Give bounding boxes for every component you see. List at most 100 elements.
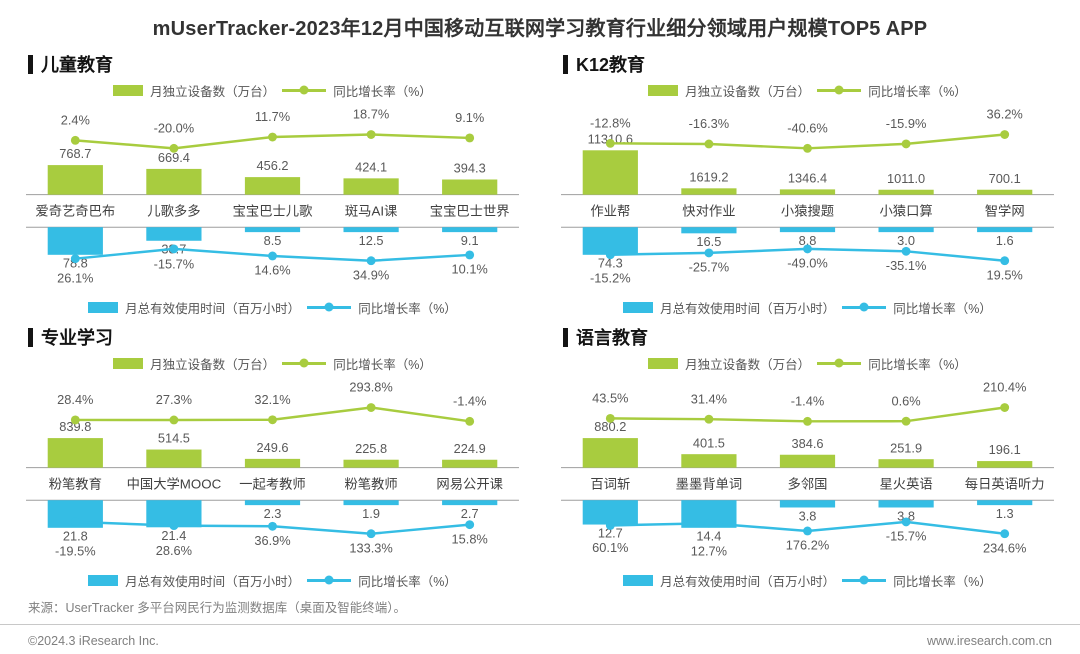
- growth-line-point: [704, 519, 714, 528]
- growth-line-point: [366, 529, 376, 539]
- usage-bar: [779, 227, 836, 233]
- device-value-label: 669.4: [158, 150, 190, 165]
- device-growth-label: -12.8%: [590, 116, 631, 131]
- usage-value-label: 1.3: [996, 506, 1014, 521]
- legend-growth-label: 同比增长率（%）: [333, 84, 432, 99]
- usage-growth-label: -15.2%: [590, 270, 631, 285]
- line-swatch-icon: [817, 361, 862, 365]
- growth-line-point: [366, 256, 376, 266]
- legend-devices-label: 月独立设备数（万台）: [685, 84, 811, 99]
- usage-bar: [244, 227, 301, 233]
- legend-usage-label: 月总有效使用时间（百万小时）: [125, 301, 301, 316]
- chart-children-education: 768.7 2.4% 爱奇艺奇巴布 78.826.1% 669.4 -20.0% 儿歌多多 3…: [26, 107, 519, 285]
- device-bar: [442, 459, 498, 468]
- app-name-label: 网易公开课: [436, 477, 502, 492]
- app-name-label: 一起考教师: [239, 477, 305, 492]
- legend-bottom: 月总有效使用时间（百万小时） 同比增长率（%）: [26, 298, 519, 316]
- usage-growth-label: 133.3%: [349, 541, 392, 556]
- app-name-label: 多邻国: [788, 476, 828, 492]
- usage-bar: [343, 500, 399, 506]
- device-growth-label: -1.4%: [791, 394, 824, 409]
- usage-growth-label: 26.1%: [57, 270, 93, 285]
- line-swatch-icon: [817, 88, 862, 92]
- app-name-label: 快对作业: [682, 203, 735, 218]
- usage-growth-label: 15.8%: [452, 532, 488, 547]
- growth-line-point: [704, 248, 714, 258]
- growth-line-point: [1000, 130, 1010, 139]
- legend-usage-label: 月总有效使用时间（百万小时）: [125, 574, 301, 589]
- bar-swatch-icon: [88, 574, 119, 586]
- usage-growth-label: 234.6%: [983, 541, 1026, 556]
- legend-top: 月独立设备数（万台） 同比增长率（%）: [561, 81, 1054, 99]
- device-value-label: 1346.4: [788, 170, 827, 185]
- bar-swatch-icon: [113, 84, 144, 96]
- usage-value-label: 1.6: [996, 233, 1014, 248]
- device-value-label: 456.2: [256, 158, 288, 173]
- device-growth-label: 210.4%: [983, 380, 1026, 395]
- device-bar: [582, 438, 638, 468]
- device-value-label: 839.8: [59, 419, 91, 434]
- device-bar: [681, 454, 737, 468]
- bar-swatch-icon: [648, 357, 679, 369]
- growth-line-point: [1000, 256, 1010, 266]
- usage-growth-label: -25.7%: [689, 260, 730, 275]
- chart-grid: 儿童教育 月独立设备数（万台） 同比增长率（%） 768.7 2.4% 爱奇艺奇巴布…: [26, 49, 1054, 591]
- website-link[interactable]: www.iresearch.com.cn: [926, 634, 1052, 649]
- device-value-label: 880.2: [594, 419, 626, 434]
- growth-line-point: [465, 417, 475, 426]
- legend-growth-label: 同比增长率（%）: [358, 574, 457, 589]
- device-bar: [244, 459, 301, 468]
- usage-bar: [442, 500, 498, 506]
- legend-devices-label: 月独立设备数（万台）: [685, 357, 811, 372]
- usage-bar: [244, 500, 301, 506]
- section-professional-learning: 专业学习 月独立设备数（万台） 同比增长率（%） 839.8 28.4% 粉笔教育 2…: [26, 322, 519, 591]
- legend-devices-label: 月独立设备数（万台）: [150, 357, 276, 372]
- line-swatch-icon: [307, 578, 352, 582]
- growth-line-point: [465, 133, 475, 143]
- bar-swatch-icon: [113, 357, 144, 369]
- growth-line-point: [268, 132, 277, 142]
- usage-growth-label: 19.5%: [987, 267, 1023, 282]
- line-swatch-icon: [307, 305, 352, 309]
- growth-line-point: [169, 415, 179, 425]
- section-children-education: 儿童教育 月独立设备数（万台） 同比增长率（%） 768.7 2.4% 爱奇艺奇巴布…: [26, 49, 519, 318]
- usage-value-label: 2.3: [264, 506, 282, 521]
- app-name-label: 爱奇艺奇巴布: [35, 202, 115, 218]
- device-bar: [582, 150, 638, 195]
- dashboard-page: mUserTracker-2023年12月中国移动互联网学习教育行业细分领域用户…: [0, 0, 1080, 591]
- device-value-label: 224.9: [454, 441, 486, 456]
- legend-growth-label: 同比增长率（%）: [893, 574, 992, 589]
- usage-value-label: 8.5: [264, 233, 282, 248]
- device-bar: [146, 449, 202, 468]
- usage-growth-label: 176.2%: [786, 538, 829, 553]
- legend-usage-label: 月总有效使用时间（百万小时）: [660, 574, 836, 589]
- usage-value-label: 78.8: [63, 256, 88, 271]
- growth-line-point: [704, 414, 714, 424]
- usage-bar: [582, 227, 638, 255]
- usage-value-label: 3.8: [799, 509, 817, 524]
- usage-growth-label: 36.9%: [254, 533, 290, 548]
- growth-line-point: [366, 403, 376, 413]
- device-value-label: 196.1: [989, 442, 1021, 457]
- device-value-label: 401.5: [693, 435, 725, 450]
- chart-k12-education: 11310.6-12.8%作业帮74.3-15.2%1619.2-16.3%快对…: [561, 107, 1054, 285]
- legend-bottom: 月总有效使用时间（百万小时） 同比增长率（%）: [561, 571, 1054, 589]
- page-title: mUserTracker-2023年12月中国移动互联网学习教育行业细分领域用户…: [152, 18, 928, 40]
- app-name-label: 斑马AI课: [345, 203, 397, 218]
- growth-line-point: [70, 415, 80, 425]
- device-growth-label: -16.3%: [689, 116, 730, 131]
- section-k12-education: K12教育 月独立设备数（万台） 同比增长率（%） 11310.6-12.8%作…: [561, 49, 1054, 318]
- device-value-label: 249.6: [256, 440, 288, 455]
- device-growth-label: 31.4%: [691, 392, 727, 407]
- device-value-label: 251.9: [890, 441, 922, 456]
- app-name-label: 粉笔教师: [345, 477, 398, 492]
- chart-professional-learning: 839.8 28.4% 粉笔教育 21.8-19.5% 514.5 27.3% 中国大学MO…: [26, 380, 519, 559]
- usage-value-label: 9.1: [461, 233, 479, 248]
- usage-value-label: 8.8: [799, 233, 817, 248]
- footer-bar: ©2024.3 iResearch Inc. www.iresearch.com…: [0, 624, 1080, 648]
- device-growth-label: -15.9%: [886, 116, 927, 131]
- usage-growth-label: 10.1%: [452, 262, 488, 277]
- device-growth-label: 32.1%: [254, 392, 290, 407]
- usage-growth-label: -49.0%: [787, 256, 828, 271]
- legend-growth-label: 同比增长率（%）: [893, 301, 992, 316]
